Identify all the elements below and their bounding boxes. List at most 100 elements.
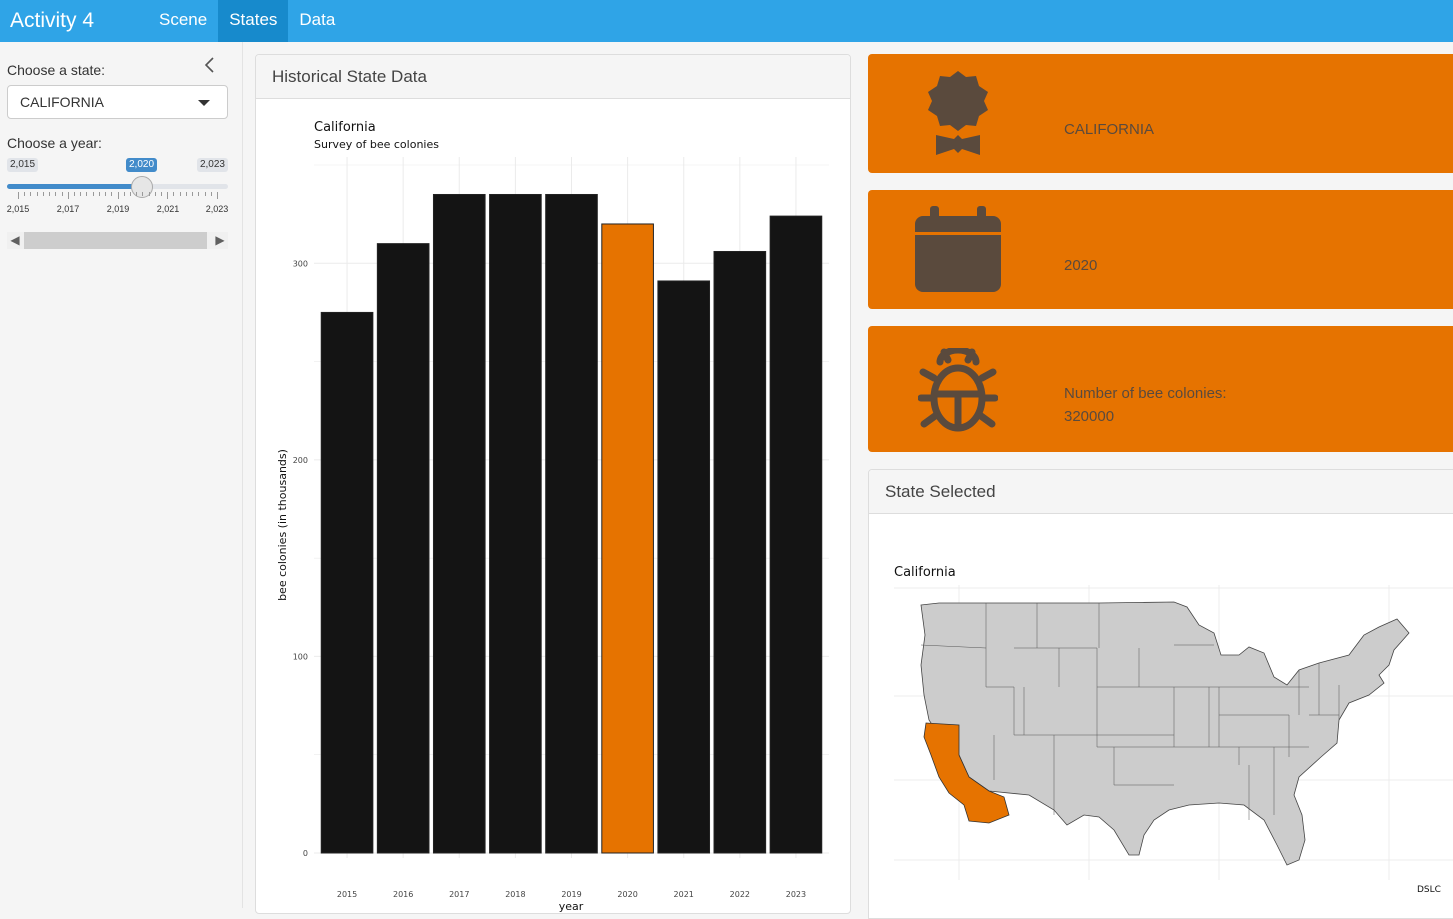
slider-tick bbox=[55, 192, 57, 196]
slider-tick bbox=[61, 192, 63, 196]
chart-subtitle: Survey of bee colonies bbox=[314, 138, 439, 151]
slider-tick-label: 2,015 bbox=[6, 204, 30, 214]
slider-value-label: 2,020 bbox=[126, 158, 158, 172]
slider-tick bbox=[198, 192, 200, 196]
y-axis-label: bee colonies (in thousands) bbox=[276, 449, 289, 601]
us-mainland-shape bbox=[920, 601, 1410, 866]
x-tick-label: 2023 bbox=[786, 890, 806, 899]
colonies-label-text: Number of bee colonies: bbox=[1064, 385, 1227, 402]
tab-states[interactable]: States bbox=[218, 0, 289, 42]
slider-tick bbox=[105, 192, 107, 196]
slider-tick bbox=[179, 192, 181, 196]
chevron-left-icon bbox=[204, 57, 214, 73]
slider-tick bbox=[117, 192, 119, 199]
y-tick-label: 0 bbox=[303, 849, 308, 858]
map-panel: State Selected California DSLC bbox=[868, 469, 1453, 919]
scrollbar-thumb[interactable] bbox=[24, 232, 207, 249]
slider-tick bbox=[217, 192, 218, 199]
app-title: Activity 4 bbox=[10, 9, 95, 32]
slider-tick bbox=[142, 192, 144, 196]
slider-tick bbox=[185, 192, 187, 196]
bar-2021 bbox=[657, 280, 711, 854]
slider-max-label: 2,023 bbox=[196, 158, 228, 172]
bar-2023 bbox=[769, 215, 823, 854]
year-value-text: 2020 bbox=[1064, 257, 1098, 274]
slider-tick bbox=[73, 192, 75, 196]
state-value-box: CALIFORNIA bbox=[868, 54, 1453, 173]
slider-tick bbox=[154, 192, 156, 196]
slider-tick-label: 2,017 bbox=[56, 204, 80, 214]
slider-tick bbox=[42, 192, 44, 196]
map-caption: DSLC bbox=[1417, 885, 1441, 895]
slider-tick bbox=[36, 192, 38, 196]
slider-tick-label: 2,023 bbox=[205, 204, 229, 214]
x-tick-label: 2019 bbox=[561, 890, 581, 899]
slider-fill bbox=[7, 184, 143, 189]
x-axis-label: year bbox=[559, 900, 584, 912]
state-select[interactable]: CALIFORNIA bbox=[7, 85, 228, 119]
bar-2018 bbox=[489, 193, 542, 854]
x-tick-label: 2015 bbox=[337, 890, 357, 899]
slider-tick bbox=[111, 192, 113, 196]
slider-tick bbox=[129, 192, 131, 196]
tab-scene[interactable]: Scene bbox=[159, 10, 208, 29]
state-label: Choose a state: bbox=[7, 62, 106, 78]
collapse-sidebar-button[interactable] bbox=[200, 55, 220, 75]
slider-tick bbox=[161, 192, 163, 196]
state-select-value: CALIFORNIA bbox=[20, 94, 105, 110]
us-map: California DSLC bbox=[894, 565, 1453, 895]
slider-tick bbox=[86, 192, 88, 196]
map-title: California bbox=[894, 565, 956, 580]
bar-chart: California Survey of bee colonies 0 100 20… bbox=[276, 120, 829, 912]
california-shape bbox=[923, 722, 1010, 824]
slider-tick bbox=[49, 192, 51, 196]
slider-tick bbox=[148, 192, 150, 196]
scroll-right-icon[interactable]: ▶ bbox=[215, 233, 225, 247]
slider-tick-label: 2,019 bbox=[106, 204, 130, 214]
slider-ticks bbox=[7, 192, 228, 202]
slider-tick bbox=[24, 192, 26, 196]
slider-tick bbox=[18, 192, 19, 199]
slider-tick bbox=[92, 192, 94, 196]
state-value-text: CALIFORNIA bbox=[1064, 121, 1155, 138]
slider-tick bbox=[192, 192, 194, 196]
sidebar: Choose a state: CALIFORNIA Choose a year… bbox=[0, 42, 243, 908]
chart-title: California bbox=[314, 120, 376, 135]
navbar: Activity 4 Scene States Data bbox=[0, 0, 1453, 42]
slider-tick bbox=[167, 192, 169, 199]
award-icon bbox=[928, 71, 988, 155]
bug-icon bbox=[918, 348, 998, 432]
slider-track[interactable] bbox=[7, 184, 228, 189]
x-tick-label: 2018 bbox=[505, 890, 525, 899]
colonies-value-box: Number of bee colonies: 320000 bbox=[868, 326, 1453, 452]
slider-tick bbox=[30, 192, 32, 196]
scroll-left-icon[interactable]: ◀ bbox=[10, 233, 20, 247]
bar-2020 bbox=[601, 223, 654, 854]
slider-tick bbox=[136, 192, 138, 196]
slider-tick bbox=[210, 192, 212, 196]
colonies-value-text: 320000 bbox=[1064, 408, 1115, 425]
bar-2022 bbox=[713, 250, 767, 854]
x-tick-label: 2020 bbox=[617, 890, 637, 899]
x-tick-label: 2016 bbox=[393, 890, 413, 899]
x-tick-label: 2021 bbox=[674, 890, 694, 899]
map-panel-title: State Selected bbox=[869, 470, 1453, 514]
year-label: Choose a year: bbox=[7, 135, 102, 151]
slider-tick bbox=[204, 192, 206, 196]
y-tick-label: 200 bbox=[293, 456, 308, 465]
year-slider[interactable]: 2,015 2,020 2,023 2,015 2,017 2,019 2,02… bbox=[7, 158, 228, 218]
horizontal-scrollbar[interactable]: ◀ ▶ bbox=[7, 232, 228, 249]
bar-2016 bbox=[376, 243, 430, 854]
slider-tick bbox=[173, 192, 175, 196]
slider-min-label: 2,015 bbox=[7, 158, 39, 172]
slider-tick bbox=[67, 192, 69, 199]
year-value-box: 2020 bbox=[868, 190, 1453, 309]
historical-panel: Historical State Data California Survey … bbox=[255, 54, 851, 914]
y-tick-label: 300 bbox=[293, 259, 308, 268]
slider-tick-label: 2,021 bbox=[156, 204, 180, 214]
x-tick-label: 2022 bbox=[730, 890, 750, 899]
slider-tick bbox=[123, 192, 125, 196]
tab-data[interactable]: Data bbox=[299, 10, 336, 29]
bar-2015 bbox=[320, 311, 374, 854]
caret-down-icon bbox=[198, 100, 210, 106]
